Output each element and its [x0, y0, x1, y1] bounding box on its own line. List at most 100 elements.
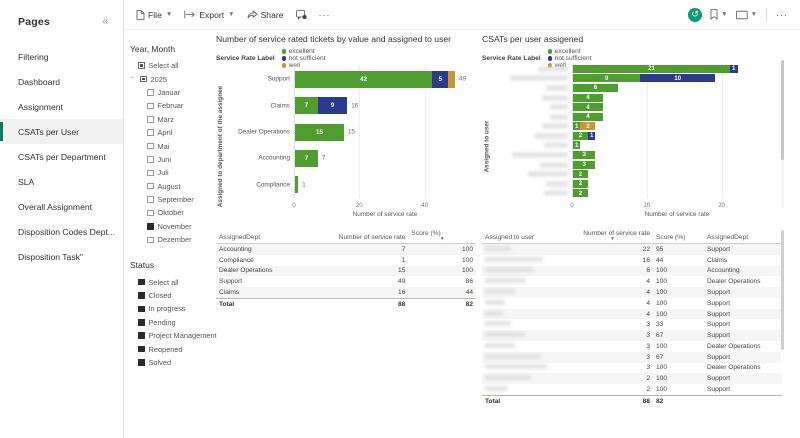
checkbox[interactable]: [138, 278, 145, 286]
bar-segment-not-sufficient[interactable]: 5: [432, 70, 449, 88]
checkbox[interactable]: [147, 129, 154, 136]
slicer-status-reopened[interactable]: Reopened: [130, 342, 216, 355]
slicer-month-juni[interactable]: Juni: [130, 153, 216, 166]
checkbox[interactable]: [147, 236, 154, 244]
bar-segment-excellent[interactable]: 3: [573, 160, 596, 169]
table-row[interactable]: 4 100 Support: [482, 287, 782, 298]
checkbox[interactable]: [147, 142, 154, 150]
bar-segment-excellent[interactable]: 7: [295, 149, 318, 167]
legend-item-well[interactable]: well: [281, 62, 326, 69]
reset-refresh-button[interactable]: ↺: [684, 5, 706, 25]
bar-row[interactable]: 15: [295, 123, 344, 141]
legend-item-not-sufficient[interactable]: not sufficient: [547, 55, 592, 62]
dept-table-col-dept[interactable]: AssignedDept: [216, 228, 320, 244]
checkbox[interactable]: [138, 359, 145, 366]
slicer-status-solved[interactable]: Solved: [130, 356, 216, 369]
dept-table-col-count[interactable]: Number of service rate: [320, 228, 409, 244]
bar-segment-excellent[interactable]: 4: [573, 103, 603, 112]
bar-segment-excellent[interactable]: 2: [573, 170, 588, 179]
checkbox[interactable]: [138, 319, 145, 326]
table-row[interactable]: 3 100 Dealer Operations: [482, 363, 782, 374]
legend-item-excellent[interactable]: excellent: [281, 48, 326, 55]
user-table-col-dept[interactable]: AssignedDept: [704, 228, 782, 244]
bar-row[interactable]: 9 10: [573, 74, 716, 83]
slicer-status-select-all[interactable]: Select all: [130, 275, 216, 288]
sidebar-item-disposition-codes-dept[interactable]: Disposition Codes Dept...: [0, 219, 123, 244]
bar-row[interactable]: 21 1: [573, 64, 738, 73]
bar-segment-excellent[interactable]: 1: [573, 141, 581, 150]
slicer-select-all[interactable]: Select all: [130, 59, 216, 72]
table-row[interactable]: 2 100 Support: [482, 373, 782, 385]
bar-row[interactable]: 2: [573, 179, 588, 188]
sidebar-item-disposition-task[interactable]: Disposition Task": [0, 244, 123, 269]
table-row[interactable]: Accounting 7 100: [216, 243, 476, 255]
sidebar-item-assignment[interactable]: Assignment: [0, 94, 123, 119]
table-row[interactable]: 4 100 Support: [482, 298, 782, 309]
slicer-status-project-management[interactable]: Project Management: [130, 329, 217, 342]
view-button[interactable]: ▼: [732, 7, 761, 23]
legend-item-excellent[interactable]: excellent: [547, 48, 592, 55]
table-row[interactable]: 4 100 Support: [482, 308, 782, 320]
slicer-status-closed[interactable]: Closed: [130, 289, 216, 302]
slicer-month-februar[interactable]: Februar: [130, 99, 216, 112]
bar-row[interactable]: [295, 176, 299, 194]
table-row[interactable]: Compliance 1 100: [216, 255, 476, 266]
table-row[interactable]: 4 100 Dealer Operations: [482, 276, 782, 287]
bar-segment-excellent[interactable]: 2: [573, 189, 588, 198]
bookmarks-button[interactable]: ▼: [706, 6, 731, 23]
bar-row[interactable]: 3: [573, 160, 596, 169]
sidebar-item-dashboard[interactable]: Dashboard: [0, 69, 123, 94]
checkbox[interactable]: [147, 209, 154, 217]
table-row[interactable]: 16 44 Claims: [482, 255, 782, 266]
bar-segment-not-sufficient[interactable]: 9: [317, 97, 348, 115]
slicer-month-dezember[interactable]: Dezember: [130, 233, 216, 246]
bar-segment-well[interactable]: [448, 70, 455, 88]
checkbox[interactable]: [147, 182, 154, 190]
bar-row[interactable]: 7: [295, 149, 318, 167]
slicer-month-september[interactable]: September: [130, 193, 216, 206]
table-row[interactable]: 3 100 Dealer Operations: [482, 341, 782, 352]
table-row[interactable]: Dealer Operations 15 100: [216, 265, 476, 277]
bar-segment-not-sufficient[interactable]: 1: [587, 131, 596, 140]
checkbox[interactable]: [140, 75, 147, 83]
sidebar-item-sla[interactable]: SLA: [0, 169, 123, 194]
slicer-status-in-progress[interactable]: In progress: [130, 302, 216, 315]
checkbox[interactable]: [147, 223, 154, 230]
slicer-status-pending[interactable]: Pending: [130, 316, 216, 329]
slicer-month-juli[interactable]: Juli: [130, 166, 216, 179]
bar-segment-excellent[interactable]: 1: [573, 122, 581, 131]
user-table-scrollbar[interactable]: [781, 230, 784, 370]
table-row[interactable]: 3 67 Support: [482, 330, 782, 342]
bar-row[interactable]: 1: [573, 141, 581, 150]
checkbox[interactable]: [147, 116, 154, 123]
table-row[interactable]: 22 95 Support: [482, 243, 782, 255]
bar-segment-excellent[interactable]: 9: [573, 74, 641, 83]
bar-row[interactable]: 3: [573, 150, 596, 159]
table-row[interactable]: 6 100 Accounting: [482, 265, 782, 277]
bar-segment-excellent[interactable]: 2: [573, 179, 588, 188]
user-table-col-count[interactable]: Number of service rate ▼: [572, 228, 653, 244]
bar-segment-excellent[interactable]: 42: [295, 70, 433, 88]
bar-row[interactable]: 4: [573, 112, 603, 121]
checkbox[interactable]: [147, 196, 154, 203]
export-menu-button[interactable]: Export ▼: [178, 7, 240, 23]
slicer-month-oktober[interactable]: Oktober: [130, 206, 216, 219]
checkbox[interactable]: [147, 102, 154, 110]
table-row[interactable]: 3 33 Support: [482, 319, 782, 330]
checkbox[interactable]: [147, 156, 154, 163]
more-options-button[interactable]: ···: [772, 9, 792, 21]
comment-button[interactable]: [290, 7, 313, 23]
slicer-month-august[interactable]: August: [130, 180, 216, 193]
bar-row[interactable]: 4: [573, 103, 603, 112]
checkbox[interactable]: [138, 292, 145, 299]
slicer-month-mai[interactable]: Mai: [130, 139, 216, 152]
file-menu-button[interactable]: File ▼: [130, 7, 178, 23]
checkbox[interactable]: [138, 305, 145, 313]
bar-segment-excellent[interactable]: 7: [295, 97, 318, 115]
bar-segment-excellent[interactable]: 4: [573, 93, 603, 102]
table-row[interactable]: Claims 16 44: [216, 287, 476, 299]
bar-segment-excellent[interactable]: [295, 176, 299, 194]
